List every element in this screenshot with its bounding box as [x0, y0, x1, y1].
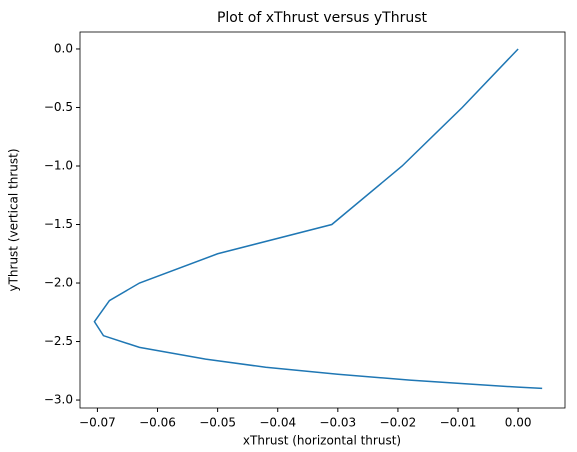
y-tick-label: −1.0	[44, 158, 73, 172]
x-tick-label: −0.02	[380, 416, 417, 430]
x-tick-label: −0.07	[79, 416, 116, 430]
x-tick-label: 0.00	[505, 416, 532, 430]
x-tick-label: −0.05	[199, 416, 236, 430]
data-line	[93, 48, 543, 390]
chart-title: Plot of xThrust versus yThrust	[217, 10, 428, 26]
y-tick-label: −0.5	[44, 100, 73, 114]
y-tick-label: −1.5	[44, 217, 73, 231]
plot-frame	[79, 31, 566, 409]
y-tick-label: −2.5	[44, 334, 73, 348]
x-tick-label: −0.03	[319, 416, 356, 430]
y-tick-label: 0.0	[54, 41, 73, 55]
y-tick-label: −2.0	[44, 276, 73, 290]
x-tick-label: −0.01	[440, 416, 477, 430]
x-tick-label: −0.06	[139, 416, 176, 430]
x-axis-label: xThrust (horizontal thrust)	[243, 434, 401, 448]
y-tick-label: −3.0	[44, 393, 73, 407]
x-tick-label: −0.04	[259, 416, 296, 430]
y-axis-label: yThrust (vertical thrust)	[7, 148, 21, 291]
